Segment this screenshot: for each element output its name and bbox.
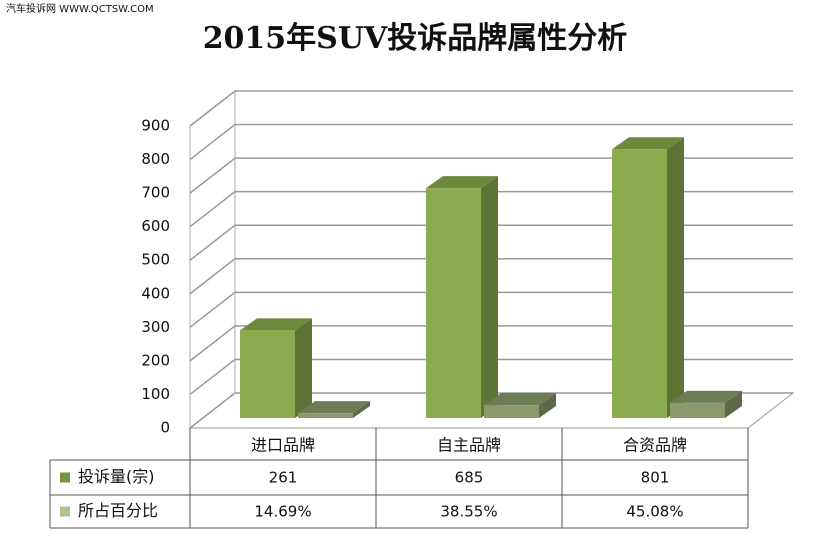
grid-line <box>189 325 793 362</box>
legend-key <box>60 506 70 517</box>
legend-key <box>60 472 70 483</box>
bar <box>612 137 684 418</box>
grid-line <box>189 90 793 127</box>
bar-top <box>612 137 684 150</box>
bar-front <box>484 405 539 418</box>
bar-side <box>667 137 684 418</box>
bar-top <box>670 390 742 403</box>
table-value: 261 <box>269 469 298 487</box>
table-value: 45.08% <box>626 503 683 521</box>
legend-label: 投诉量(宗) <box>78 467 155 486</box>
y-tick-label: 500 <box>141 251 170 269</box>
bar-side <box>295 318 312 418</box>
table-value: 38.55% <box>440 503 497 521</box>
table-value: 14.69% <box>254 503 311 521</box>
y-tick-label: 300 <box>141 318 170 336</box>
grid-line <box>189 291 793 328</box>
grid-line <box>189 224 793 261</box>
bar-side <box>481 176 498 418</box>
bar <box>670 390 742 418</box>
bar-top <box>426 176 498 189</box>
bar-top <box>240 318 312 331</box>
grid-line <box>189 190 793 228</box>
y-tick-label: 0 <box>160 419 170 437</box>
legend-label: 所占百分比 <box>78 501 158 520</box>
y-tick-label: 700 <box>141 184 170 202</box>
grid-line <box>189 392 793 429</box>
chart-title: 2015年SUV投诉品牌属性分析 <box>203 21 628 56</box>
bar-top <box>484 393 556 406</box>
bar-front <box>298 413 353 418</box>
y-tick-label: 400 <box>141 284 170 302</box>
y-tick-label: 800 <box>141 150 170 168</box>
bar-front <box>426 188 481 418</box>
bar-side <box>353 401 370 418</box>
x-tick-label: 自主品牌 <box>437 436 501 455</box>
table-value: 685 <box>455 469 484 487</box>
y-tick-label: 600 <box>141 217 170 235</box>
y-tick-label: 900 <box>141 117 170 135</box>
grid-line <box>189 358 793 396</box>
grid-line <box>189 123 793 161</box>
bar <box>298 401 370 418</box>
bar-front <box>612 149 667 418</box>
grid-line <box>189 157 793 194</box>
grid-line <box>189 258 793 295</box>
bar <box>240 318 312 418</box>
bar-side <box>539 393 556 418</box>
bar <box>426 176 498 418</box>
x-tick-label: 进口品牌 <box>251 436 315 455</box>
watermark: 汽车投诉网 WWW.QCTSW.COM <box>6 2 154 15</box>
bar-top <box>298 401 370 414</box>
table-value: 801 <box>641 469 670 487</box>
bar-side <box>725 390 742 418</box>
x-tick-label: 合资品牌 <box>623 436 687 455</box>
y-tick-label: 100 <box>141 385 170 403</box>
bar <box>484 393 556 418</box>
bar-front <box>240 330 295 418</box>
y-tick-label: 200 <box>141 351 170 369</box>
bar-front <box>670 402 725 418</box>
